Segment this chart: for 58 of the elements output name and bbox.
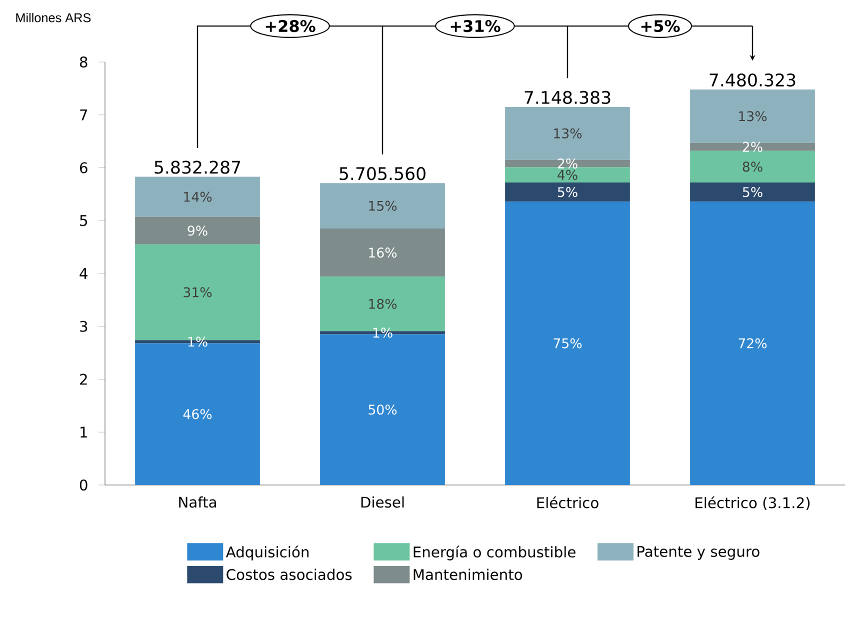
bar	[690, 150, 815, 183]
annotation: 5%	[742, 187, 762, 198]
x-tick-label: Eléctrico	[537, 496, 598, 508]
bar	[505, 202, 630, 485]
x-tick-label: Nafta	[179, 496, 216, 508]
bar	[690, 89, 815, 143]
bar	[690, 142, 815, 151]
annotation: 13%	[739, 111, 767, 122]
y-tick-label: 3	[80, 320, 88, 332]
annotation: 18%	[369, 298, 397, 309]
y-tick-label: 1	[80, 426, 87, 438]
annotation: 8%	[742, 162, 762, 172]
text: +5%	[641, 20, 680, 32]
annotation: 2%	[558, 158, 578, 169]
bar	[135, 176, 260, 217]
annotation: 9%	[188, 226, 208, 236]
annotation: 13%	[554, 128, 582, 138]
legend-label: Energía o combustible	[414, 546, 576, 560]
annotation: 75%	[554, 338, 582, 348]
bar	[320, 183, 445, 229]
annotation: 5.832.287	[154, 160, 240, 174]
annotation: 5.705.560	[340, 167, 426, 180]
text: +28%	[266, 20, 316, 32]
annotation: 5%	[558, 187, 578, 198]
y-tick-label: 2	[80, 374, 87, 385]
annotation: 7.480.323	[710, 73, 796, 87]
x-tick-label: Eléctrico (3.1.2)	[696, 496, 810, 510]
y-tick-label: 0	[80, 479, 88, 491]
annotation: 2%	[742, 142, 762, 152]
bar	[320, 228, 445, 277]
annotation: 4%	[558, 170, 578, 180]
annotation: 14%	[184, 192, 212, 202]
annotation: 50%	[368, 404, 397, 415]
y-tick-label: 4	[80, 268, 88, 279]
annotation: 31%	[184, 287, 212, 298]
bar	[135, 216, 260, 244]
bar	[505, 106, 630, 160]
legend-label: Mantenimiento	[414, 568, 522, 580]
annotation: 16%	[369, 248, 397, 258]
annotation: 72%	[738, 338, 767, 348]
annotation: 1%	[188, 336, 208, 347]
text: +31%	[450, 20, 500, 32]
annotation: 46%	[183, 409, 212, 420]
annotation: 15%	[369, 200, 397, 211]
annotation: 7.148.383	[524, 90, 610, 104]
y-tick-label: 7	[80, 110, 88, 120]
y-axis-title: Millones ARS	[16, 12, 91, 22]
bar	[505, 182, 630, 202]
bar	[690, 182, 815, 202]
x-tick-label: Diesel	[361, 496, 404, 508]
annotation: 1%	[373, 328, 392, 338]
legend-label: Patente y seguro	[638, 546, 760, 560]
bar	[690, 202, 815, 485]
legend-label: Costos asociados	[226, 568, 352, 580]
legend-label: Adquisición	[226, 546, 309, 560]
y-tick-label: 5	[80, 215, 88, 226]
y-tick-label: 8	[80, 56, 88, 68]
y-tick-label: 6	[80, 162, 88, 174]
